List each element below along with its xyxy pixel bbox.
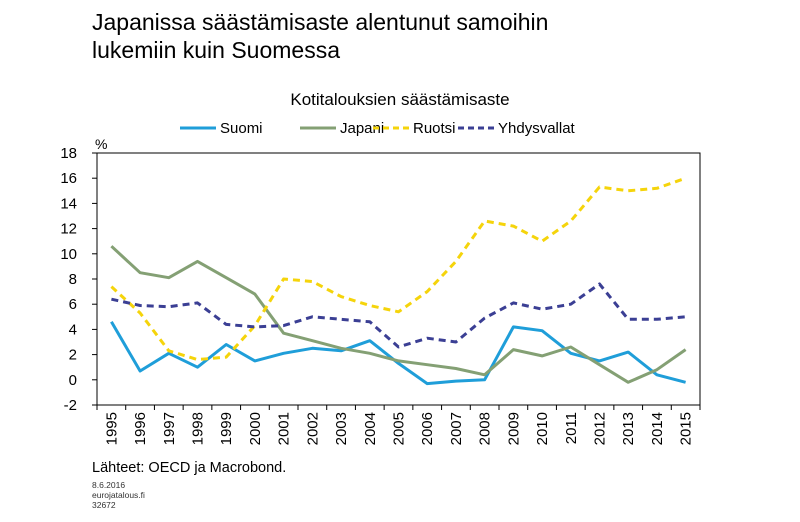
series-line-japani [110,245,687,384]
y-tick-label: 8 [69,271,77,288]
y-tick-label: 12 [60,221,77,238]
x-tick-label: 2015 [678,412,695,445]
legend-label: Ruotsi [413,120,456,137]
page-title-line-2: lukemiin kuin Suomessa [92,37,341,63]
y-axis: -2 0 2 4 6 8 10 12 14 16 18 [60,145,97,414]
x-tick-label: 2010 [534,412,551,445]
y-tick-label: 4 [69,321,77,338]
x-tick-label: 2014 [649,412,666,445]
x-tick-label: 1999 [218,412,235,445]
legend-label: Japani [340,120,384,137]
chart-title: Kotitalouksien säästämisaste [290,90,510,109]
series-line-ruotsi [110,176,687,362]
y-tick-label: 18 [60,145,77,162]
page-title-line-1: Japanissa säästämisaste alentunut samoih… [92,9,549,35]
x-tick-label: 2008 [477,412,494,445]
x-tick-label: 1995 [103,412,120,445]
y-axis-unit-label: % [95,136,108,152]
x-tick-label: 2011 [563,412,580,444]
source-note: Lähteet: OECD ja Macrobond. [92,460,287,476]
x-tick-label: 1997 [161,412,178,445]
publish-date: 8.6.2016 [92,480,126,490]
chart-legend: Suomi Japani Ruotsi Yhdysvallat [180,120,576,137]
x-tick-label: 2000 [247,412,264,445]
y-tick-label: 10 [60,246,77,263]
x-tick-label: 2002 [304,412,321,445]
x-tick-label: 2005 [391,412,408,445]
site-name: eurojatalous.fi [92,490,145,500]
x-axis: 1995 1996 1997 1998 1999 2000 2001 2002 2003 2004… [96,405,701,445]
x-tick-label: 2013 [620,412,637,445]
x-tick-label: 1998 [190,412,207,445]
y-tick-label: 2 [69,347,77,364]
y-tick-label: 14 [60,195,77,212]
x-tick-label: 2007 [448,412,465,445]
x-tick-label: 2004 [362,412,379,445]
series-line-suomi [110,321,686,386]
y-tick-label: 16 [60,170,77,187]
chart-code: 32672 [92,500,116,510]
legend-label: Suomi [220,120,263,137]
series-lines [110,176,687,386]
x-tick-label: 2012 [592,412,609,445]
meta-info: 8.6.2016 eurojatalous.fi 32672 [92,480,145,510]
y-tick-label: 6 [69,296,77,313]
x-tick-label: 2003 [333,412,350,445]
plot-area-frame [96,152,701,406]
y-tick-label: 0 [69,372,77,389]
y-tick-label: -2 [64,397,77,414]
x-tick-label: 2006 [419,412,436,445]
x-tick-label: 2001 [276,412,293,445]
legend-label: Yhdysvallat [498,120,576,137]
x-tick-label: 2009 [505,412,522,445]
page-title: Japanissa säästämisaste alentunut samoih… [92,8,732,64]
series-line-yhdysvallat [111,282,686,349]
x-tick-label: 1996 [132,412,149,445]
